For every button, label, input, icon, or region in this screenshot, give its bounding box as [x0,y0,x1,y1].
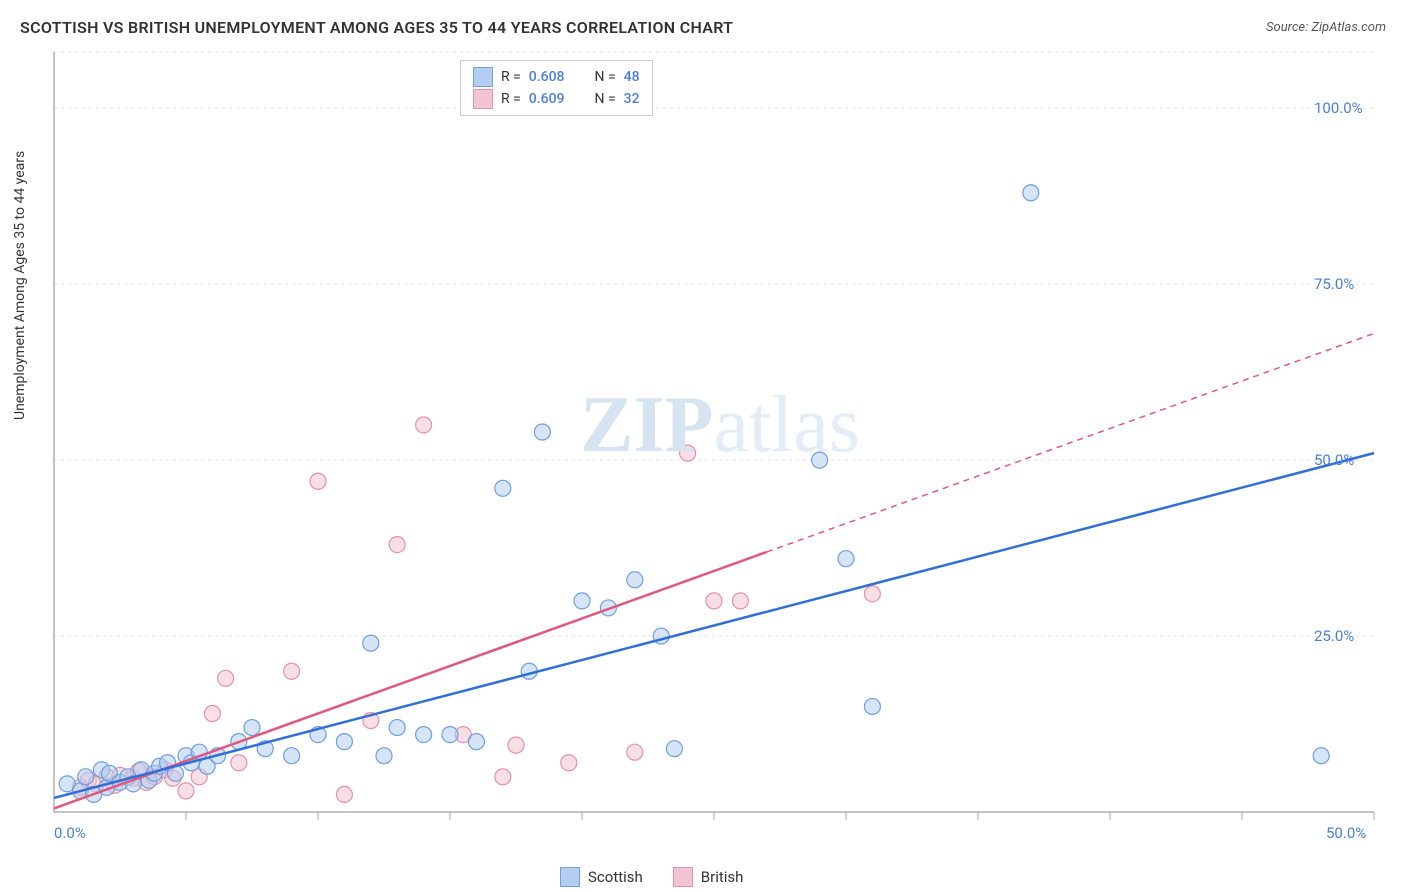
r-value: 0.609 [529,88,565,110]
data-point [244,720,260,736]
correlation-legend: R = 0.608 N = 48 R = 0.609 N = 32 [460,60,653,116]
legend-swatch [473,67,493,87]
x-tick-label: 50.0% [1326,824,1366,842]
data-point [1023,185,1039,201]
data-point [336,786,352,802]
x-tick-label: 0.0% [54,824,86,842]
data-point [680,445,696,461]
data-point [284,748,300,764]
data-point [178,783,194,799]
data-point [627,744,643,760]
y-axis-label: Unemployment Among Ages 35 to 44 years [12,151,28,420]
source: Source: ZipAtlas.com [1266,20,1386,35]
y-tick-label: 75.0% [1314,275,1354,293]
data-point [495,480,511,496]
chart-title: SCOTTISH VS BRITISH UNEMPLOYMENT AMONG A… [20,18,733,37]
data-point [389,720,405,736]
data-point [561,755,577,771]
series-legend: Scottish British [560,867,743,887]
data-point [416,727,432,743]
y-tick-label: 100.0% [1314,99,1363,117]
legend-swatch [673,867,693,887]
data-point [389,537,405,553]
data-point [706,593,722,609]
regression-line-extrapolated [767,333,1374,551]
data-point [284,663,300,679]
series-label: Scottish [588,868,643,886]
n-label: N = [595,88,616,110]
data-point [838,551,854,567]
data-point [534,424,550,440]
data-point [627,572,643,588]
series-legend-item: Scottish [560,867,643,887]
data-point [732,593,748,609]
series-legend-item: British [673,867,744,887]
n-value: 48 [624,66,640,88]
data-point [78,769,94,785]
header: SCOTTISH VS BRITISH UNEMPLOYMENT AMONG A… [20,18,1386,37]
data-point [376,748,392,764]
data-point [363,635,379,651]
source-name: ZipAtlas.com [1311,20,1386,35]
n-label: N = [595,66,616,88]
correlation-legend-row: R = 0.608 N = 48 [473,66,640,88]
data-point [495,769,511,785]
scatter-chart [54,52,1374,812]
data-point [1313,748,1329,764]
data-point [812,452,828,468]
data-point [218,670,234,686]
y-tick-label: 50.0% [1314,451,1354,469]
regression-line [54,453,1374,798]
r-label: R = [501,66,521,88]
data-point [468,734,484,750]
data-point [864,698,880,714]
y-tick-label: 25.0% [1314,627,1354,645]
data-point [666,741,682,757]
chart-area [54,52,1374,812]
source-label: Source: [1266,20,1311,35]
n-value: 32 [624,88,640,110]
legend-swatch [473,89,493,109]
r-label: R = [501,88,521,110]
data-point [231,755,247,771]
data-point [442,727,458,743]
data-point [310,473,326,489]
data-point [508,737,524,753]
data-point [336,734,352,750]
series-label: British [701,868,744,886]
data-point [864,586,880,602]
legend-swatch [560,867,580,887]
data-point [416,417,432,433]
r-value: 0.608 [529,66,565,88]
correlation-legend-row: R = 0.609 N = 32 [473,88,640,110]
data-point [204,705,220,721]
data-point [574,593,590,609]
